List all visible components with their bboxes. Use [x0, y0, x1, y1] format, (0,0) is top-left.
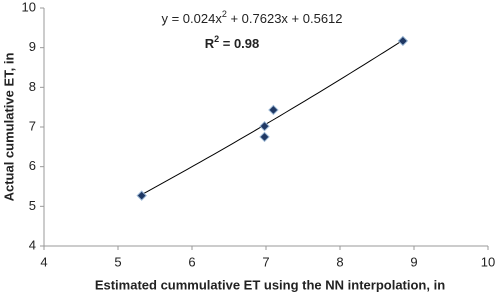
x-tick-label: 10: [481, 254, 495, 269]
x-tick-label: 8: [336, 254, 343, 269]
y-tick-label: 7: [29, 118, 36, 133]
data-point: [268, 104, 279, 116]
x-axis-title: Estimated cummulative ET using the NN in…: [95, 277, 445, 292]
data-point: [259, 120, 270, 132]
equation-exponent: 2: [222, 9, 227, 19]
r-squared-exponent: 2: [214, 34, 219, 44]
trendline: [141, 39, 404, 196]
data-point: [136, 190, 147, 201]
y-axis-title: Actual cumulative ET, in: [1, 53, 16, 202]
equation-end: + 0.7623x + 0.5612: [227, 11, 343, 26]
y-tick-label: 8: [29, 79, 36, 94]
y-tick-label: 6: [29, 158, 36, 173]
y-tick-label: 10: [22, 0, 36, 14]
r-squared-start: R: [205, 36, 215, 51]
x-tick-label: 7: [262, 254, 269, 269]
data-point: [397, 35, 409, 47]
x-tick-label: 5: [114, 254, 121, 269]
equation-start: y = 0.024x: [161, 11, 222, 26]
x-tick-label: 4: [40, 254, 47, 269]
r-squared: R2 = 0.98: [205, 34, 260, 51]
data-point: [259, 131, 270, 143]
trendline-equation: y = 0.024x2 + 0.7623x + 0.5612: [161, 9, 342, 26]
y-tick-label: 9: [29, 39, 36, 54]
y-tick-label: 4: [29, 237, 36, 252]
x-tick-label: 6: [188, 254, 195, 269]
r-squared-end: = 0.98: [219, 36, 259, 51]
x-tick-label: 9: [410, 254, 417, 269]
y-tick-label: 5: [29, 198, 36, 213]
